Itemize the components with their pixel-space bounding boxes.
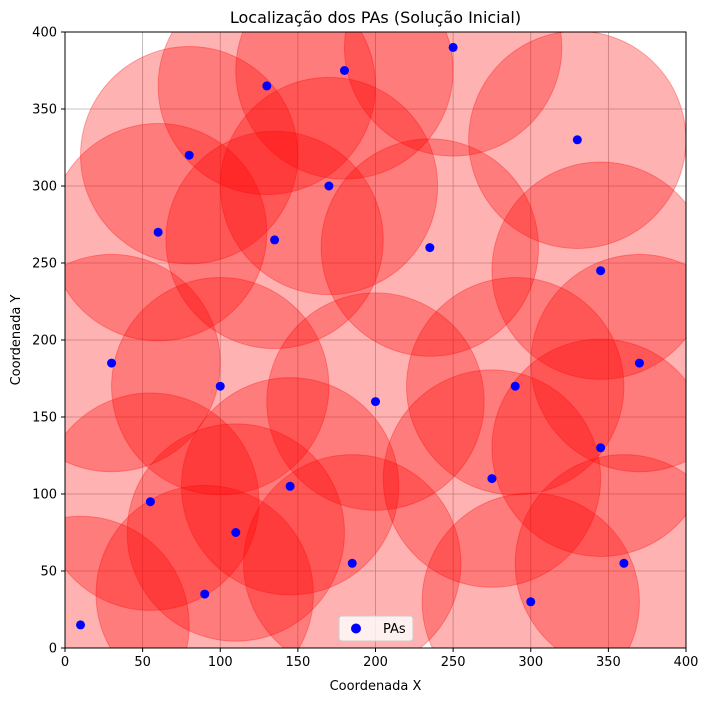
pa-point [285, 481, 295, 491]
pa-point [425, 243, 435, 253]
pa-point [619, 558, 629, 568]
y-tick-label: 0 [49, 642, 57, 657]
coverage-circle [65, 123, 268, 342]
legend: PAs [338, 615, 414, 642]
axis-ticks: 0 50 100 150 200 250 300 350 400 0 50 100 150 200 250 3… [32, 26, 698, 671]
pa-point [76, 620, 86, 630]
coverage-circle [491, 161, 686, 380]
x-axis-label: Coordenada X [330, 679, 422, 694]
legend-box [338, 615, 414, 642]
pa-point [596, 266, 606, 276]
pa-point [145, 497, 155, 507]
y-axis-label: Coordenada Y [9, 295, 24, 386]
x-tick-label: 300 [518, 655, 543, 670]
pa-point [324, 181, 334, 191]
pa-point [270, 235, 280, 245]
pa-point [526, 597, 536, 607]
pa-point [572, 135, 582, 145]
x-tick-label: 100 [208, 655, 233, 670]
x-tick-label: 200 [363, 655, 388, 670]
coverage-circle [65, 253, 221, 473]
pa-point [596, 443, 606, 453]
y-tick-label: 50 [40, 565, 57, 580]
coverage-circle [343, 32, 563, 157]
pa-point [339, 66, 349, 75]
coverage-circle [235, 32, 454, 180]
coverage-circle [95, 484, 314, 648]
pa-point [448, 42, 458, 52]
coverage-circle [421, 492, 640, 648]
coverage-circle [65, 515, 190, 648]
pa-points [76, 42, 644, 630]
y-tick-label: 150 [32, 411, 57, 426]
coverage-circle [514, 454, 686, 648]
pa-point [634, 358, 644, 368]
chart-title: Localização dos PAs (Solução Inicial) [230, 8, 521, 27]
coverage-circle [65, 392, 260, 611]
pa-point [487, 474, 497, 484]
y-tick-label: 250 [32, 257, 57, 272]
x-tick-label: 250 [441, 655, 466, 670]
x-tick-label: 0 [61, 655, 69, 670]
coverage-circle [157, 32, 376, 196]
pa-point [262, 81, 272, 91]
x-tick-label: 150 [285, 655, 310, 670]
pa-point [107, 358, 117, 368]
y-tick-label: 350 [32, 103, 57, 118]
x-tick-label: 400 [674, 655, 699, 670]
y-tick-label: 400 [32, 26, 57, 41]
pa-point [371, 397, 380, 407]
pa-point [510, 381, 520, 391]
legend-label: PAs [383, 622, 406, 637]
pa-point [215, 381, 225, 391]
pa-point [184, 150, 194, 160]
legend-marker [351, 623, 361, 634]
pa-point [200, 589, 210, 599]
coverage-circle [491, 338, 686, 557]
y-tick-label: 200 [32, 334, 57, 349]
pa-point [231, 528, 241, 537]
pa-point [347, 558, 357, 568]
y-tick-label: 100 [32, 488, 57, 503]
x-tick-label: 350 [596, 655, 621, 670]
pa-point [153, 227, 163, 237]
y-tick-label: 300 [32, 180, 57, 195]
coverage-circle [530, 253, 686, 473]
x-tick-label: 50 [134, 655, 151, 670]
coverage-circle [243, 454, 462, 648]
